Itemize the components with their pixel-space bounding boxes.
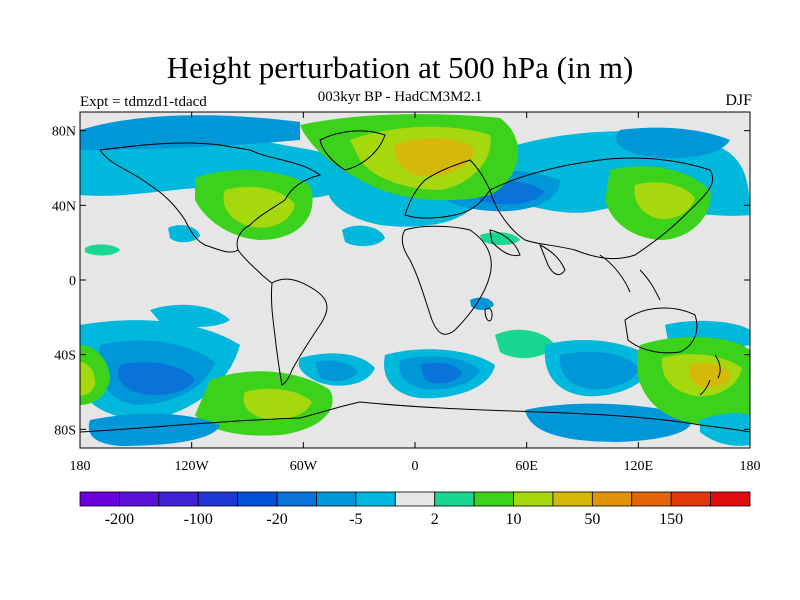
- coastline-se-asia: [599, 254, 661, 301]
- coastline-arabia: [489, 229, 521, 257]
- colorbar-swatch: [710, 491, 751, 507]
- y-tick-label: 0: [69, 274, 76, 289]
- colorbar-label: 50: [584, 511, 600, 528]
- colorbar-swatch: [119, 491, 160, 507]
- x-tick-label: 60W: [290, 459, 318, 474]
- contour-field: [80, 114, 750, 446]
- chart-title: Height perturbation at 500 hPa (in m): [166, 50, 634, 85]
- colorbar-label: -200: [105, 511, 134, 528]
- x-tick-label: 120E: [624, 459, 654, 474]
- contour-south-pacific-low-core: [118, 362, 195, 395]
- colorbar-label: 10: [506, 511, 522, 528]
- contour-south-atlantic-high-yellow: [243, 388, 312, 420]
- contour-south-pacific-east-low: [150, 304, 230, 327]
- coastline-australia: [624, 307, 698, 354]
- contour-antarctic-south-low: [700, 413, 750, 446]
- x-tick-label: 180: [70, 459, 91, 474]
- contour-nw-pacific-low: [616, 127, 730, 159]
- coastline-asia: [489, 157, 714, 260]
- contour-indian-low-small: [470, 297, 494, 310]
- colorbar-swatch: [473, 491, 514, 507]
- colorbar-swatch: [552, 491, 593, 507]
- contour-tropical-high-2: [480, 232, 520, 245]
- contour-arctic-low: [80, 115, 300, 150]
- contour-pacific-small-low: [168, 225, 200, 243]
- colorbar-swatch: [316, 491, 357, 507]
- colorbar-swatch: [79, 491, 120, 507]
- y-tick-label: 40S: [54, 349, 76, 364]
- contour-north-america-high-yellow: [223, 186, 295, 228]
- colorbar-swatch: [670, 491, 711, 507]
- colorbar-swatch: [158, 491, 199, 507]
- x-tick-label: 180: [740, 459, 761, 474]
- contour-south-indian-far-low-mid: [559, 351, 640, 390]
- coastline-central-america: [237, 249, 273, 284]
- experiment-label: Expt = tdmzd1-tdacd: [80, 94, 207, 110]
- contour-east-asia-high-yellow: [634, 182, 695, 220]
- colorbar-label: 150: [659, 511, 683, 528]
- colorbar-swatch: [276, 491, 317, 507]
- contour-nz-high-core: [688, 363, 732, 388]
- x-tick-label: 0: [412, 459, 419, 474]
- axis-ticks: 180 120W 60W 0 60E 120E 180 80N 40N 0 40S 80S: [52, 112, 761, 474]
- coastline-new-zealand: [699, 354, 721, 396]
- coastline-south-america: [271, 278, 328, 386]
- colorbar-label: -100: [184, 511, 213, 528]
- y-tick-label: 80N: [52, 125, 76, 140]
- coastline-africa: [401, 225, 492, 335]
- contour-antarctic-pacific-low: [88, 413, 220, 446]
- contour-indian-high: [495, 329, 555, 359]
- x-tick-label: 120W: [175, 459, 210, 474]
- y-tick-label: 80S: [54, 423, 76, 438]
- contour-nz-side-high-west-yellow: [80, 362, 96, 396]
- contour-tropical-high-1: [85, 244, 120, 256]
- coastline-greenland: [319, 130, 386, 171]
- colorbar-label: -5: [349, 511, 362, 528]
- coastline-antarctica: [80, 401, 750, 433]
- contour-south-indian-low-core: [420, 362, 462, 384]
- contour-scandinavia-high-core: [394, 138, 475, 177]
- colorbar-label: 2: [431, 511, 439, 528]
- season-label: DJF: [725, 92, 752, 109]
- colorbar-label: -20: [266, 511, 287, 528]
- contour-south-atlantic-low-mid: [315, 360, 358, 382]
- coastline-india: [539, 243, 566, 276]
- colorbar-swatch: [197, 491, 239, 507]
- colorbar-swatch: [631, 491, 672, 507]
- y-tick-label: 40N: [52, 199, 76, 214]
- colorbar-swatch: [591, 491, 633, 507]
- coastline-north-america: [99, 142, 322, 253]
- colorbar-swatch: [513, 491, 554, 507]
- colorbar-swatch: [434, 491, 475, 507]
- colorbar-swatch: [237, 491, 278, 507]
- coastline-madagascar: [484, 307, 493, 322]
- colorbar-swatch: [394, 491, 436, 507]
- contour-atlantic-small-low: [342, 225, 385, 247]
- colorbar-swatch: [355, 491, 396, 507]
- chart-subtitle: 003kyr BP - HadCM3M2.1: [317, 89, 483, 105]
- coastlines: [80, 130, 750, 433]
- x-tick-label: 60E: [515, 459, 538, 474]
- coastline-europe: [404, 159, 491, 219]
